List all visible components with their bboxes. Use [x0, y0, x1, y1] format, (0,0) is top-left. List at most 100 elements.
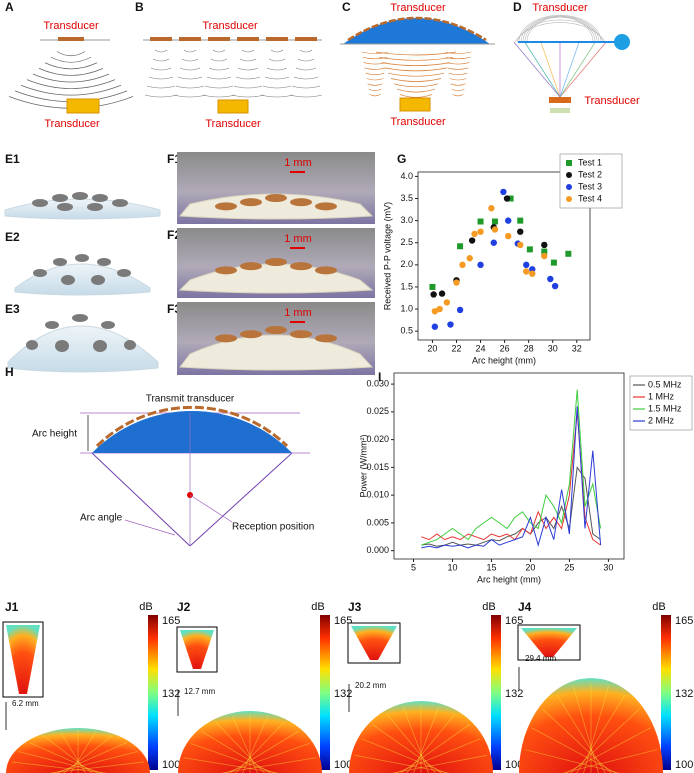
- wavefront: [231, 94, 265, 98]
- leader: [189, 494, 233, 523]
- dome: [4, 198, 161, 220]
- beam: [563, 749, 658, 773]
- legend-label: 0.5 MHz: [648, 379, 682, 389]
- series-line: [421, 389, 602, 546]
- beam: [190, 743, 276, 773]
- beam: [18, 751, 104, 773]
- depth-label: 12.7 mm: [184, 687, 215, 696]
- point: [436, 305, 443, 313]
- point: [523, 268, 530, 275]
- beam: [542, 708, 612, 773]
- colorbar-tick-label: 100: [675, 759, 693, 771]
- x-tick-label: 22: [451, 343, 461, 353]
- transducer: [265, 194, 287, 202]
- y-tick-label: 3.0: [400, 215, 413, 225]
- legend-label: 2 MHz: [648, 415, 675, 425]
- backing: [550, 108, 570, 113]
- legend-swatch: [566, 184, 572, 190]
- x-tick-label: 30: [603, 562, 613, 572]
- scale-label: 1 mm: [284, 307, 312, 319]
- wavefront: [235, 76, 261, 80]
- x-tick-label: 32: [572, 343, 582, 353]
- ray: [559, 41, 596, 98]
- wavefront: [268, 58, 286, 62]
- panel-label: J3: [348, 600, 362, 614]
- radius: [91, 452, 191, 547]
- point: [529, 270, 536, 277]
- beam: [50, 761, 145, 773]
- beam: [70, 731, 97, 773]
- transducers: [95, 405, 289, 448]
- beam: [531, 727, 617, 773]
- legend-label: Test 2: [578, 169, 602, 179]
- beam: [576, 694, 626, 773]
- point: [491, 218, 498, 225]
- transducer-label: Transducer: [532, 2, 588, 14]
- point: [526, 246, 533, 253]
- transducer: [240, 330, 262, 339]
- wavefront: [293, 76, 319, 80]
- beam: [393, 754, 488, 773]
- field-map: [349, 701, 493, 773]
- transducer: [215, 202, 237, 211]
- receiver: [66, 98, 100, 114]
- panel-d: D Transducer Transducer: [513, 0, 640, 113]
- ray: [559, 41, 607, 98]
- wavefront: [378, 56, 454, 61]
- x-axis-label: Arc height (mm): [472, 355, 536, 365]
- transducers: [347, 16, 487, 42]
- beam: [201, 731, 271, 773]
- legend-label: Test 3: [578, 181, 602, 191]
- sample: [178, 193, 374, 220]
- beam: [395, 738, 481, 773]
- transducer: [265, 326, 287, 334]
- rays: [513, 15, 607, 98]
- point: [500, 188, 507, 196]
- x-tick-label: 15: [486, 562, 496, 572]
- ray: [540, 41, 561, 98]
- point: [517, 241, 524, 249]
- transducer-label: Transducer: [584, 95, 640, 107]
- beam: [57, 742, 127, 773]
- beam: [215, 721, 265, 773]
- radius: [189, 452, 293, 547]
- transducer: [208, 37, 230, 41]
- transducer-label: Transducer: [202, 20, 258, 32]
- point: [541, 248, 548, 255]
- colorbar-tick-label: 165: [162, 615, 180, 627]
- plot-frame: [393, 372, 625, 560]
- depth-label: 29.4 mm: [525, 654, 556, 663]
- beam: [59, 731, 86, 773]
- beam: [183, 757, 278, 773]
- x-tick-label: 10: [447, 562, 457, 572]
- legend-label: Test 4: [578, 193, 602, 203]
- wavefront: [150, 67, 172, 71]
- transducer: [179, 37, 201, 41]
- point: [503, 195, 511, 202]
- x-tick-label: 20: [427, 343, 437, 353]
- beam: [386, 713, 436, 773]
- transducer: [315, 334, 337, 343]
- wavefront: [369, 94, 381, 97]
- transducers: [32, 192, 128, 211]
- beam: [583, 685, 610, 773]
- arc: [520, 15, 600, 43]
- y-tick-label: 0.000: [366, 545, 389, 555]
- transducer: [240, 262, 262, 271]
- arc: [516, 19, 604, 43]
- wavefront: [366, 78, 384, 81]
- inset-field: [521, 628, 577, 657]
- panel-label: E1: [5, 152, 20, 166]
- arc-height-label: Arc height: [32, 429, 77, 440]
- point: [541, 252, 548, 260]
- inset-field: [180, 630, 214, 669]
- transducer: [295, 37, 317, 41]
- colorbar: [320, 615, 330, 770]
- panel-label: D: [513, 0, 522, 14]
- x-tick-label: 24: [476, 343, 486, 353]
- wavefront: [50, 56, 92, 63]
- beam: [63, 735, 113, 773]
- wavefront: [183, 49, 197, 53]
- transducer: [549, 97, 571, 103]
- arc: [518, 15, 602, 43]
